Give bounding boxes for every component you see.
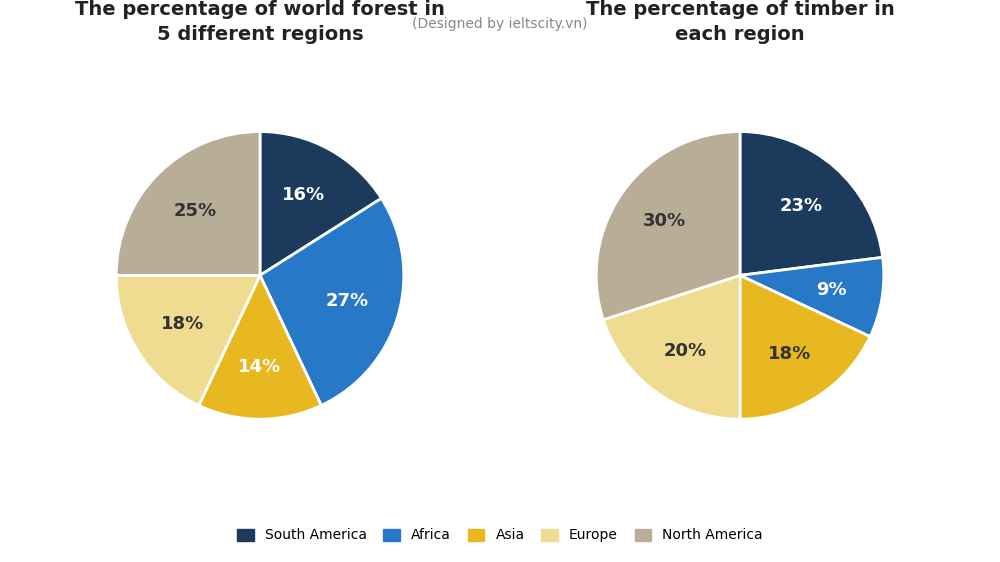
Text: 25%: 25% xyxy=(174,202,217,220)
Legend: South America, Africa, Asia, Europe, North America: South America, Africa, Asia, Europe, Nor… xyxy=(230,522,770,550)
Wedge shape xyxy=(116,132,260,275)
Text: 16%: 16% xyxy=(282,187,325,205)
Wedge shape xyxy=(740,132,883,275)
Text: 23%: 23% xyxy=(780,197,823,215)
Text: 18%: 18% xyxy=(768,345,811,363)
Wedge shape xyxy=(740,257,884,337)
Title: The percentage of timber in
each region: The percentage of timber in each region xyxy=(586,0,894,43)
Wedge shape xyxy=(116,275,260,405)
Text: (Designed by ieltscity.vn): (Designed by ieltscity.vn) xyxy=(412,17,588,31)
Wedge shape xyxy=(740,275,870,419)
Text: 27%: 27% xyxy=(326,292,369,310)
Text: 18%: 18% xyxy=(161,315,205,333)
Text: 30%: 30% xyxy=(643,212,686,230)
Wedge shape xyxy=(199,275,321,419)
Text: 9%: 9% xyxy=(816,281,847,299)
Wedge shape xyxy=(603,275,740,419)
Wedge shape xyxy=(260,198,404,405)
Wedge shape xyxy=(260,132,381,275)
Text: 20%: 20% xyxy=(664,342,707,360)
Title: The percentage of world forest in
5 different regions: The percentage of world forest in 5 diff… xyxy=(75,0,445,43)
Text: 14%: 14% xyxy=(238,357,282,375)
Wedge shape xyxy=(596,132,740,320)
